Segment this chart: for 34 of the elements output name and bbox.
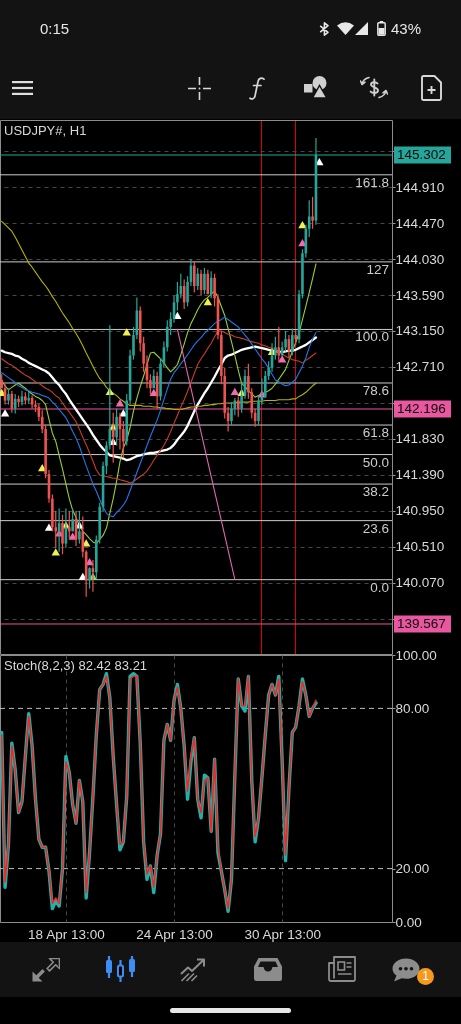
y-tick-label: 80.00 — [395, 700, 430, 716]
ref-line-label: 0.0 — [370, 579, 389, 595]
y-tick-label: 20.00 — [395, 861, 430, 877]
chart-title: USDJPY#, H1 — [4, 123, 87, 138]
ref-line-label: 161.8 — [355, 174, 389, 190]
ref-line-label: 78.6 — [362, 383, 389, 398]
y-tick-label: 144.470 — [395, 215, 445, 231]
y-tick-label: 140.510 — [395, 539, 445, 555]
x-tick-label: 30 Apr 13:00 — [244, 926, 321, 942]
ref-line-label: 139.567 — [397, 615, 446, 631]
y-tick-label: 141.390 — [395, 467, 445, 483]
y-tick-label: 141.830 — [395, 431, 445, 447]
y-tick-label: 143.590 — [395, 287, 445, 303]
x-tick-label: 24 Apr 13:00 — [136, 926, 213, 942]
text: 43% — [391, 20, 422, 38]
y-tick-label: 140.070 — [395, 575, 445, 591]
ref-line-label: 145.302 — [397, 147, 446, 162]
ref-line-label: 142.196 — [397, 401, 446, 416]
y-tick-label: 140.950 — [395, 503, 445, 519]
y-tick-label: 100.00 — [395, 647, 437, 663]
ref-line-label: 50.0 — [362, 454, 389, 470]
chart-title: Stoch(8,2,3) 82.42 83.21 — [4, 658, 148, 673]
y-tick-label: 142.710 — [395, 359, 445, 375]
ref-line-label: 23.6 — [362, 520, 389, 536]
y-tick-label: 0.00 — [395, 914, 422, 930]
ref-line-label: 127 — [366, 261, 389, 277]
text: 0:15 — [40, 20, 70, 38]
y-tick-label: 144.910 — [395, 179, 445, 195]
ref-line-label: 38.2 — [362, 484, 389, 500]
x-tick-label: 18 Apr 13:00 — [28, 926, 105, 942]
ref-line-label: 100.0 — [355, 329, 389, 345]
y-tick-label: 144.030 — [395, 251, 445, 267]
ref-line-label: 61.8 — [362, 425, 389, 441]
y-tick-label: 143.150 — [395, 323, 445, 339]
